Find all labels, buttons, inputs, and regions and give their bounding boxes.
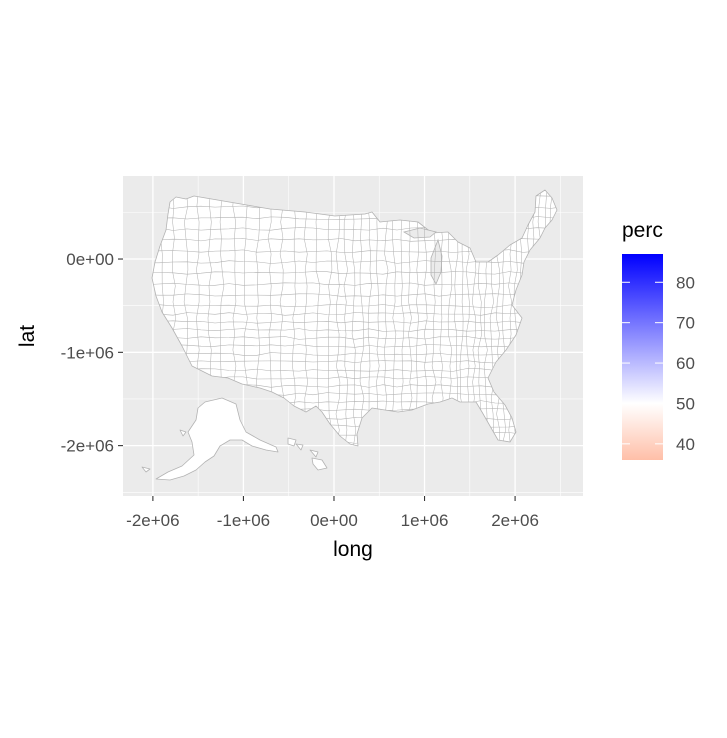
x-tick-label: 2e+06 <box>491 511 539 530</box>
alaska-islands <box>141 429 297 473</box>
lake-superior <box>402 227 437 239</box>
y-tick-label: 0e+00 <box>66 250 114 269</box>
legend-break-label: 60 <box>676 354 695 373</box>
x-tick-label: -2e+06 <box>126 511 179 530</box>
x-tick-label: 0e+00 <box>310 511 358 530</box>
legend: perc 80 70 60 50 40 <box>622 219 695 460</box>
x-tick-label: -1e+06 <box>217 511 270 530</box>
map-layer <box>141 189 558 481</box>
x-tick-label: 1e+06 <box>401 511 449 530</box>
legend-break-label: 70 <box>676 314 695 333</box>
legend-colorbar <box>622 254 663 460</box>
x-axis: -2e+06 -1e+06 0e+00 1e+06 2e+06 <box>126 496 539 530</box>
legend-break-label: 40 <box>676 435 695 454</box>
hawaii-outline <box>295 443 328 471</box>
legend-breaks: 80 70 60 50 40 <box>622 273 695 454</box>
x-axis-title: long <box>333 538 373 561</box>
y-tick-label: -2e+06 <box>61 437 114 456</box>
y-axis-title: lat <box>16 325 39 347</box>
alaska-outline <box>155 397 279 481</box>
legend-break-label: 80 <box>676 273 695 292</box>
legend-title: perc <box>622 219 663 242</box>
y-tick-label: -1e+06 <box>61 343 114 362</box>
y-axis: 0e+00 -1e+06 -2e+06 <box>61 250 123 456</box>
legend-break-label: 50 <box>676 394 695 413</box>
